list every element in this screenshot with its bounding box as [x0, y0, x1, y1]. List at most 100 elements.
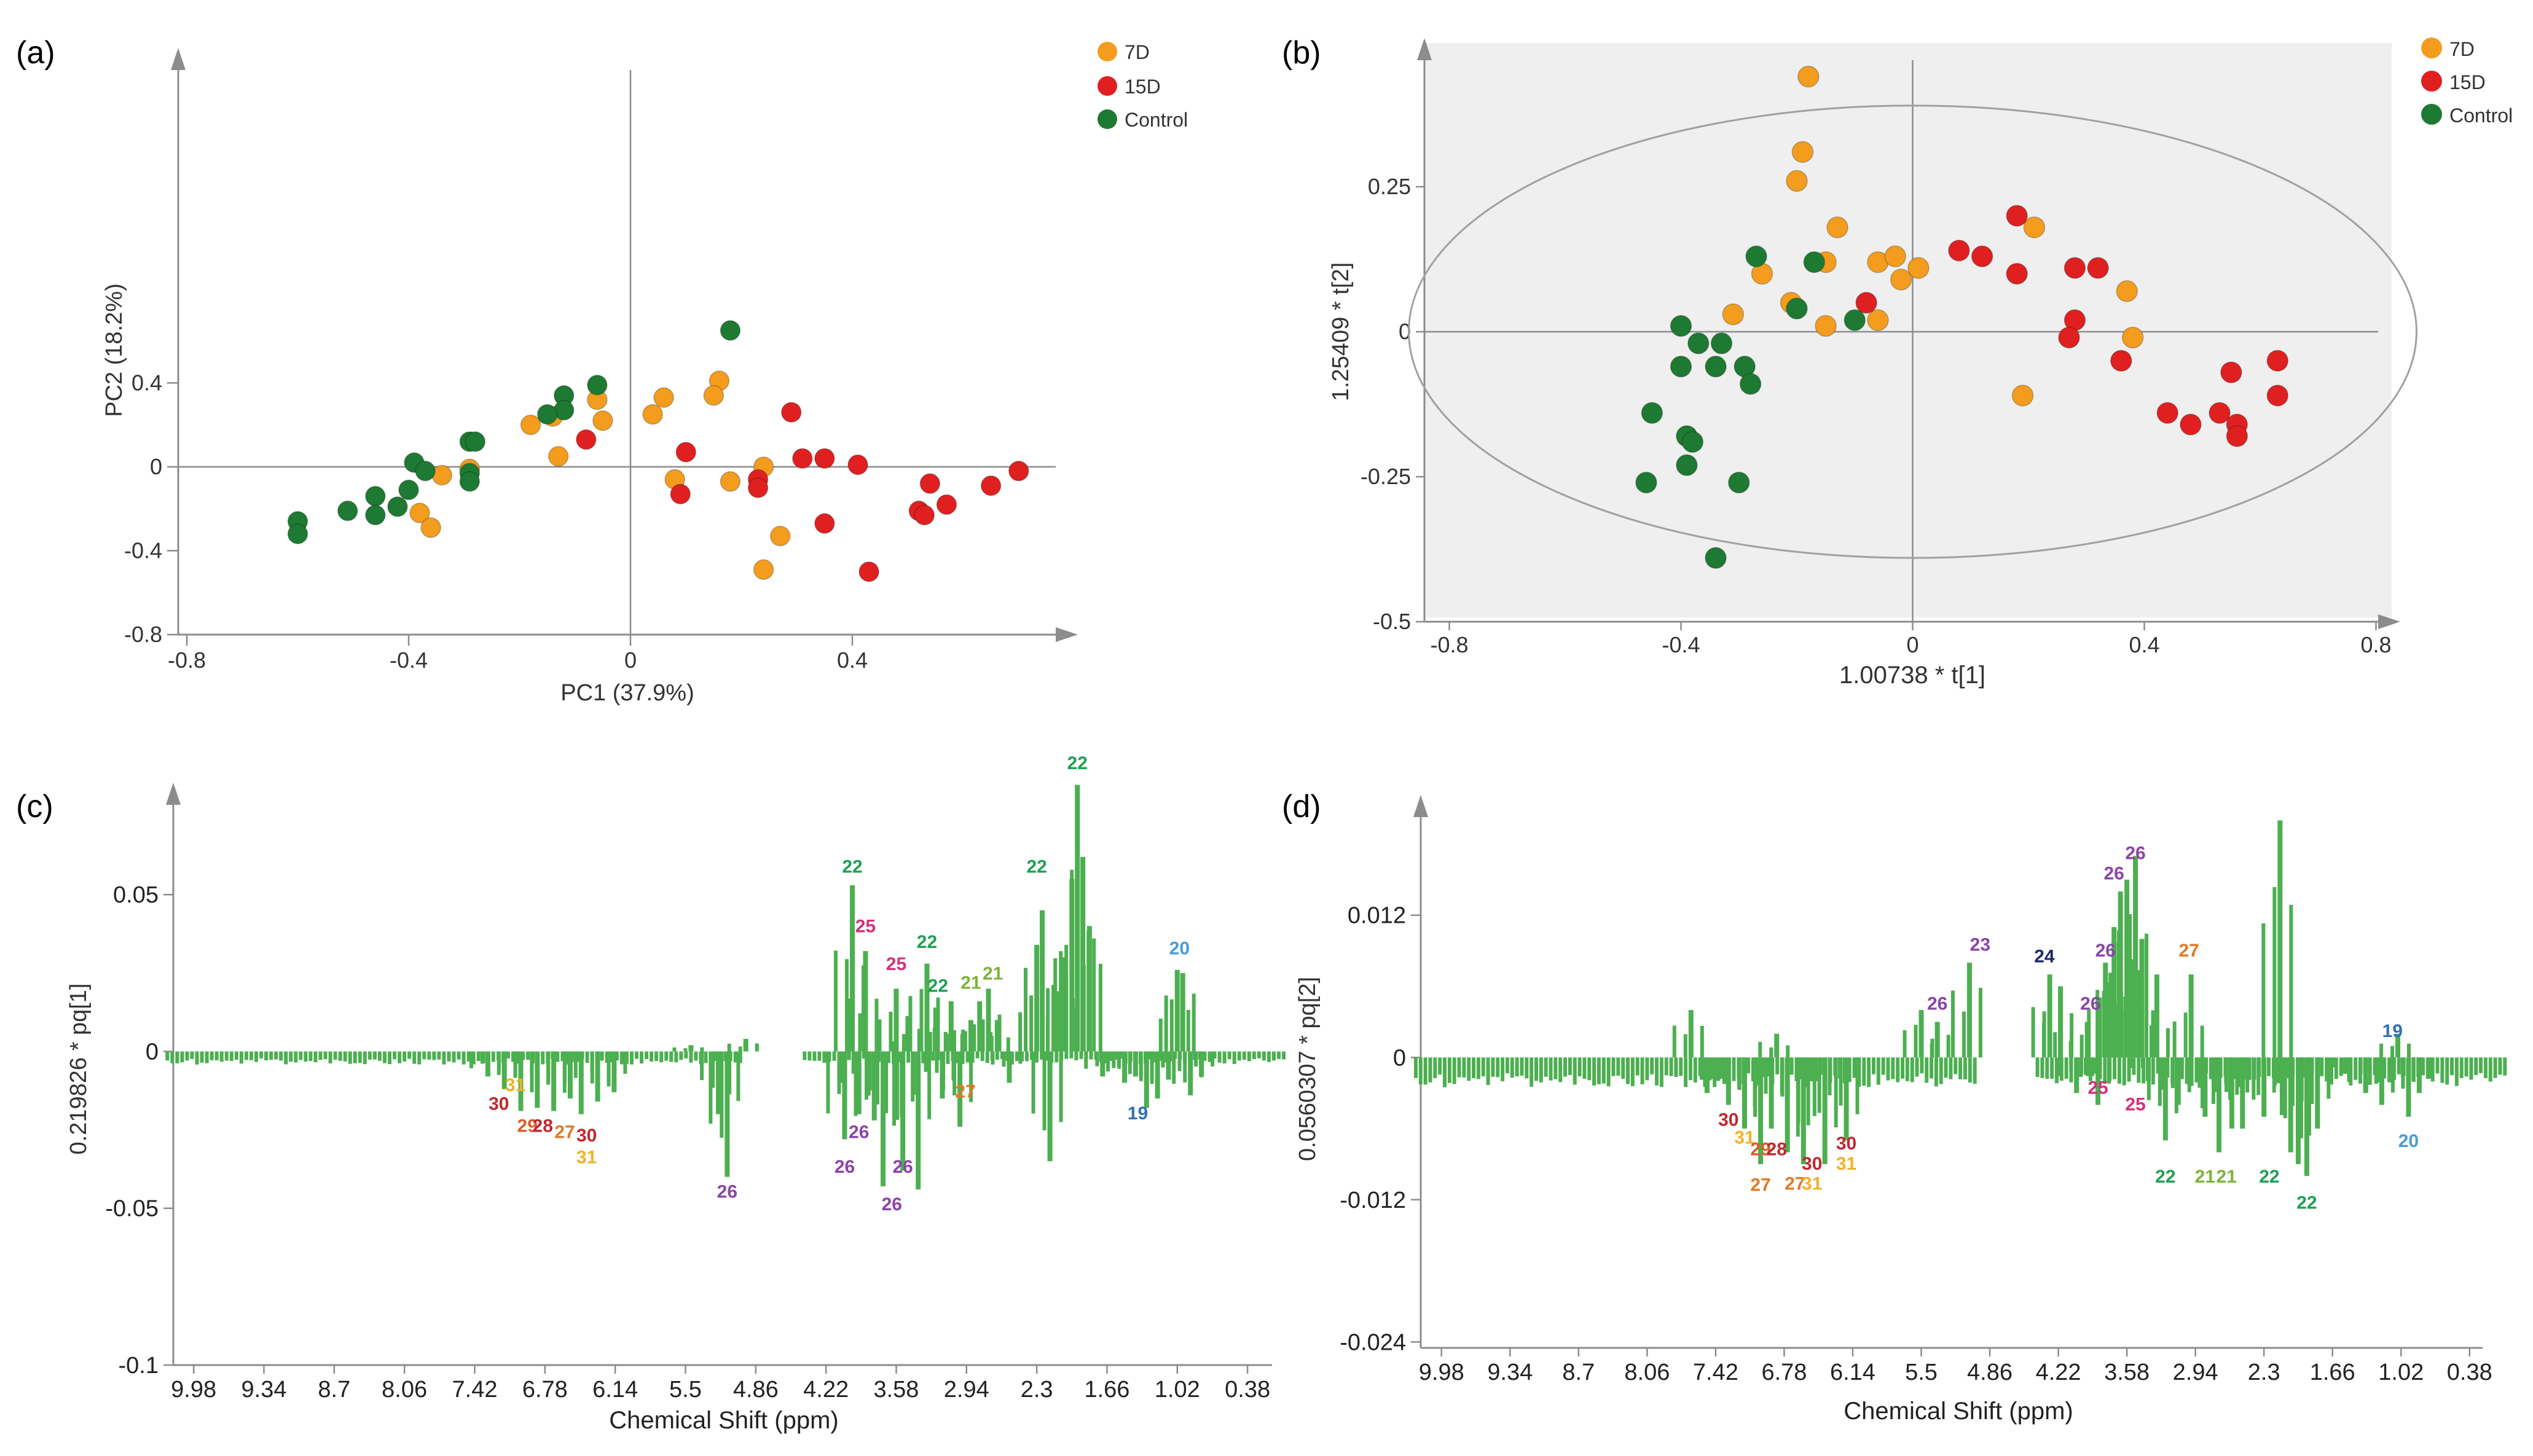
panel-d-peak-bar [1801, 1057, 1806, 1164]
panel-c-baseline-bar [1227, 1051, 1231, 1060]
panel-d-peak-bar [2411, 1057, 2416, 1082]
panel-b-point-15d [2156, 402, 2178, 424]
panel-c-peak-bar [871, 1051, 877, 1121]
panel-a-point-control [387, 496, 408, 517]
panel-c-baseline-bar [803, 1051, 807, 1060]
panel-c-baseline-bar [1277, 1051, 1281, 1059]
panel-c-peak-bar [901, 1034, 906, 1052]
panel-d-peak-bar [2400, 1057, 2405, 1078]
panel-c-peak-bar [1006, 1037, 1010, 1052]
panel-d-baseline-bar [1881, 1057, 1885, 1075]
panel-d-peak-bar [1839, 1057, 1843, 1106]
panel-c-peak-bar [1045, 1016, 1050, 1052]
panel-d-baseline-bar [1447, 1057, 1451, 1083]
panel-d-peak-bar [2069, 1057, 2073, 1071]
panel-d-baseline-bar [1501, 1057, 1505, 1081]
panel-c-peak-bar [595, 1051, 600, 1077]
panel-c-baseline-bar [1010, 1051, 1014, 1065]
panel-a-point-control [465, 431, 486, 452]
panel-c-peak-bar [573, 1051, 578, 1078]
panel-c-baseline-bar [403, 1051, 407, 1062]
panel-c-baseline-bar [333, 1051, 337, 1060]
panel-d-baseline-bar [2450, 1057, 2454, 1076]
panel-b-point-15d [2006, 262, 2028, 285]
panel-b-point-15d [2180, 413, 2202, 436]
panel-c-baseline-bar [511, 1051, 516, 1062]
panel-c-baseline-bar [1109, 1051, 1113, 1061]
panel-a-point-control [587, 374, 608, 396]
panel-d-baseline-bar [2117, 1057, 2121, 1084]
panel-c-peak-annotation: 28 [533, 1116, 553, 1136]
panel-d-baseline-bar [2286, 1057, 2290, 1078]
panel-c-baseline-bar [1104, 1051, 1108, 1063]
panel-c-baseline-bar [437, 1051, 441, 1060]
panel-c-baseline-bar [393, 1051, 397, 1060]
panel-c-baseline-bar [432, 1051, 436, 1060]
panel-c-peak-annotation: 26 [717, 1182, 737, 1202]
panel-d-peak-bar [1710, 1057, 1714, 1079]
panel-a-point-7d [720, 471, 741, 492]
panel-d-baseline-bar [1775, 1057, 1780, 1074]
panel-d-peak-bar [2117, 930, 2121, 1058]
panel-d-peak-bar [2283, 1057, 2287, 1119]
panel-b-point-control [1705, 547, 1727, 569]
panel-c-peak-bar [1150, 1051, 1154, 1084]
panel-b-point-15d [2006, 205, 2028, 227]
panel-d-peak-bar [2288, 1057, 2292, 1102]
panel-d-baseline-bar [1601, 1057, 1606, 1084]
panel-c-baseline-bar [1035, 1051, 1039, 1063]
panel-c-peak-bar [1051, 985, 1056, 1052]
panel-d-baseline-bar [1925, 1057, 1929, 1083]
panel-d-baseline-bar [2469, 1057, 2473, 1080]
panel-d-x-tick-label: 2.94 [2173, 1360, 2218, 1385]
panel-d-baseline-bar [1476, 1057, 1480, 1079]
panel-c-baseline-bar [1232, 1051, 1236, 1064]
panel-d-baseline-bar [1650, 1057, 1654, 1074]
panel-d-baseline-bar [1954, 1057, 1958, 1074]
panel-c-baseline-bar [452, 1051, 456, 1063]
panel-d-peak-bar [1903, 1030, 1907, 1058]
panel-c-x-tick-label: 8.06 [382, 1377, 427, 1403]
panel-c-peak-bar [1164, 995, 1168, 1052]
panel-d-peak-bar [1817, 1057, 1821, 1113]
panel-c-baseline-bar [654, 1051, 659, 1062]
panel-c-peak-annotation: 21 [960, 973, 981, 993]
panel-c-baseline-bar [713, 1051, 718, 1062]
panel-d-baseline-bar [1732, 1057, 1736, 1081]
panel-d-baseline-bar [1963, 1057, 1967, 1079]
panel-c-peak-bar [854, 1051, 858, 1116]
panel-c-baseline-bar [1015, 1051, 1019, 1062]
panel-b-point-control [1681, 431, 1704, 453]
panel-c-baseline-bar [640, 1051, 644, 1064]
panel-c-baseline-bar [556, 1051, 560, 1062]
panel-d-peak-bar [2390, 1057, 2394, 1081]
panel-c-peak-bar [1194, 1051, 1198, 1067]
panel-c-peak-annotation: 21 [983, 963, 1003, 984]
panel-a-point-15d [747, 477, 769, 498]
panel-d-baseline-bar [1640, 1057, 1644, 1084]
panel-c-baseline-bar [921, 1051, 925, 1063]
panel-d-baseline-bar [2421, 1057, 2425, 1076]
panel-c-peak-bar [874, 998, 879, 1052]
panel-c-baseline-bar [669, 1051, 674, 1062]
panel-c-baseline-bar [847, 1051, 851, 1060]
panel-d-peak-bar [2200, 1025, 2204, 1058]
panel-c-baseline-bar [704, 1051, 708, 1063]
panel-d-baseline-bar [2137, 1057, 2141, 1083]
panel-c-peak-bar [736, 1051, 740, 1102]
panel-d-baseline-bar [2122, 1057, 2126, 1086]
panel-a-ylabel: PC2 (18.2%) [101, 283, 127, 417]
panel-c-peak-bar [952, 1030, 956, 1052]
panel-c-baseline-bar [1282, 1051, 1286, 1060]
panel-b-xlabel: 1.00738 * t[1] [1839, 662, 1985, 689]
legend-control-label: Control [2449, 104, 2513, 127]
panel-c-xlabel: Chemical Shift (ppm) [609, 1407, 838, 1434]
panel-d-baseline-bar [2425, 1057, 2430, 1079]
panel-d-peak-annotation: 19 [2382, 1021, 2403, 1041]
panel-c-peak-bar [878, 1019, 882, 1052]
panel-c-baseline-bar [1158, 1051, 1163, 1061]
panel-c-peak-annotation: 20 [1169, 938, 1190, 958]
panel-c-baseline-bar [541, 1051, 545, 1065]
panel-c-peak-bar [513, 1051, 517, 1078]
panel-c-peak-bar [1061, 957, 1067, 1052]
